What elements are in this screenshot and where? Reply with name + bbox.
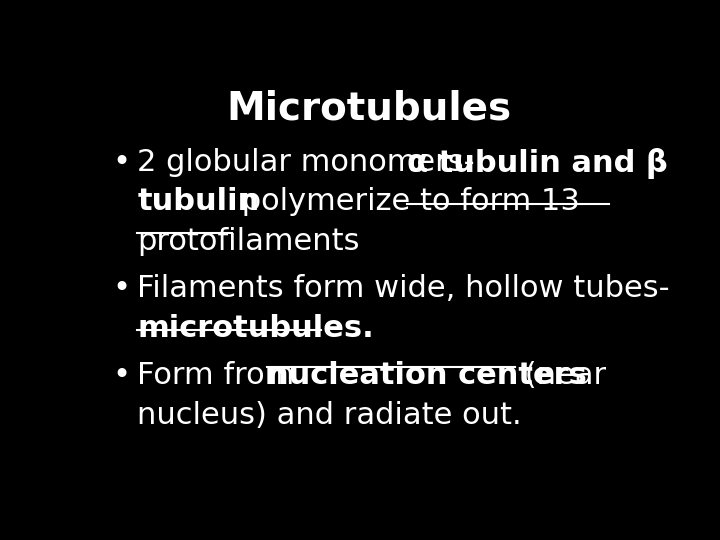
Text: α tubulin and β: α tubulin and β	[407, 148, 667, 179]
Text: nucleus) and radiate out.: nucleus) and radiate out.	[138, 401, 522, 430]
Text: polymerize to form 13: polymerize to form 13	[232, 187, 580, 217]
Text: •: •	[112, 148, 130, 177]
Text: Form from: Form from	[138, 361, 305, 390]
Text: •: •	[112, 274, 130, 303]
Text: Filaments form wide, hollow tubes-: Filaments form wide, hollow tubes-	[138, 274, 670, 303]
Text: •: •	[112, 361, 130, 390]
Text: tubulin: tubulin	[138, 187, 260, 217]
Text: nucleation centers: nucleation centers	[267, 361, 587, 390]
Text: protofilaments: protofilaments	[138, 227, 360, 256]
Text: (near: (near	[515, 361, 606, 390]
Text: 2 globular monomers-: 2 globular monomers-	[138, 148, 485, 177]
Text: microtubules.: microtubules.	[138, 314, 374, 343]
Text: Microtubules: Microtubules	[226, 90, 512, 128]
